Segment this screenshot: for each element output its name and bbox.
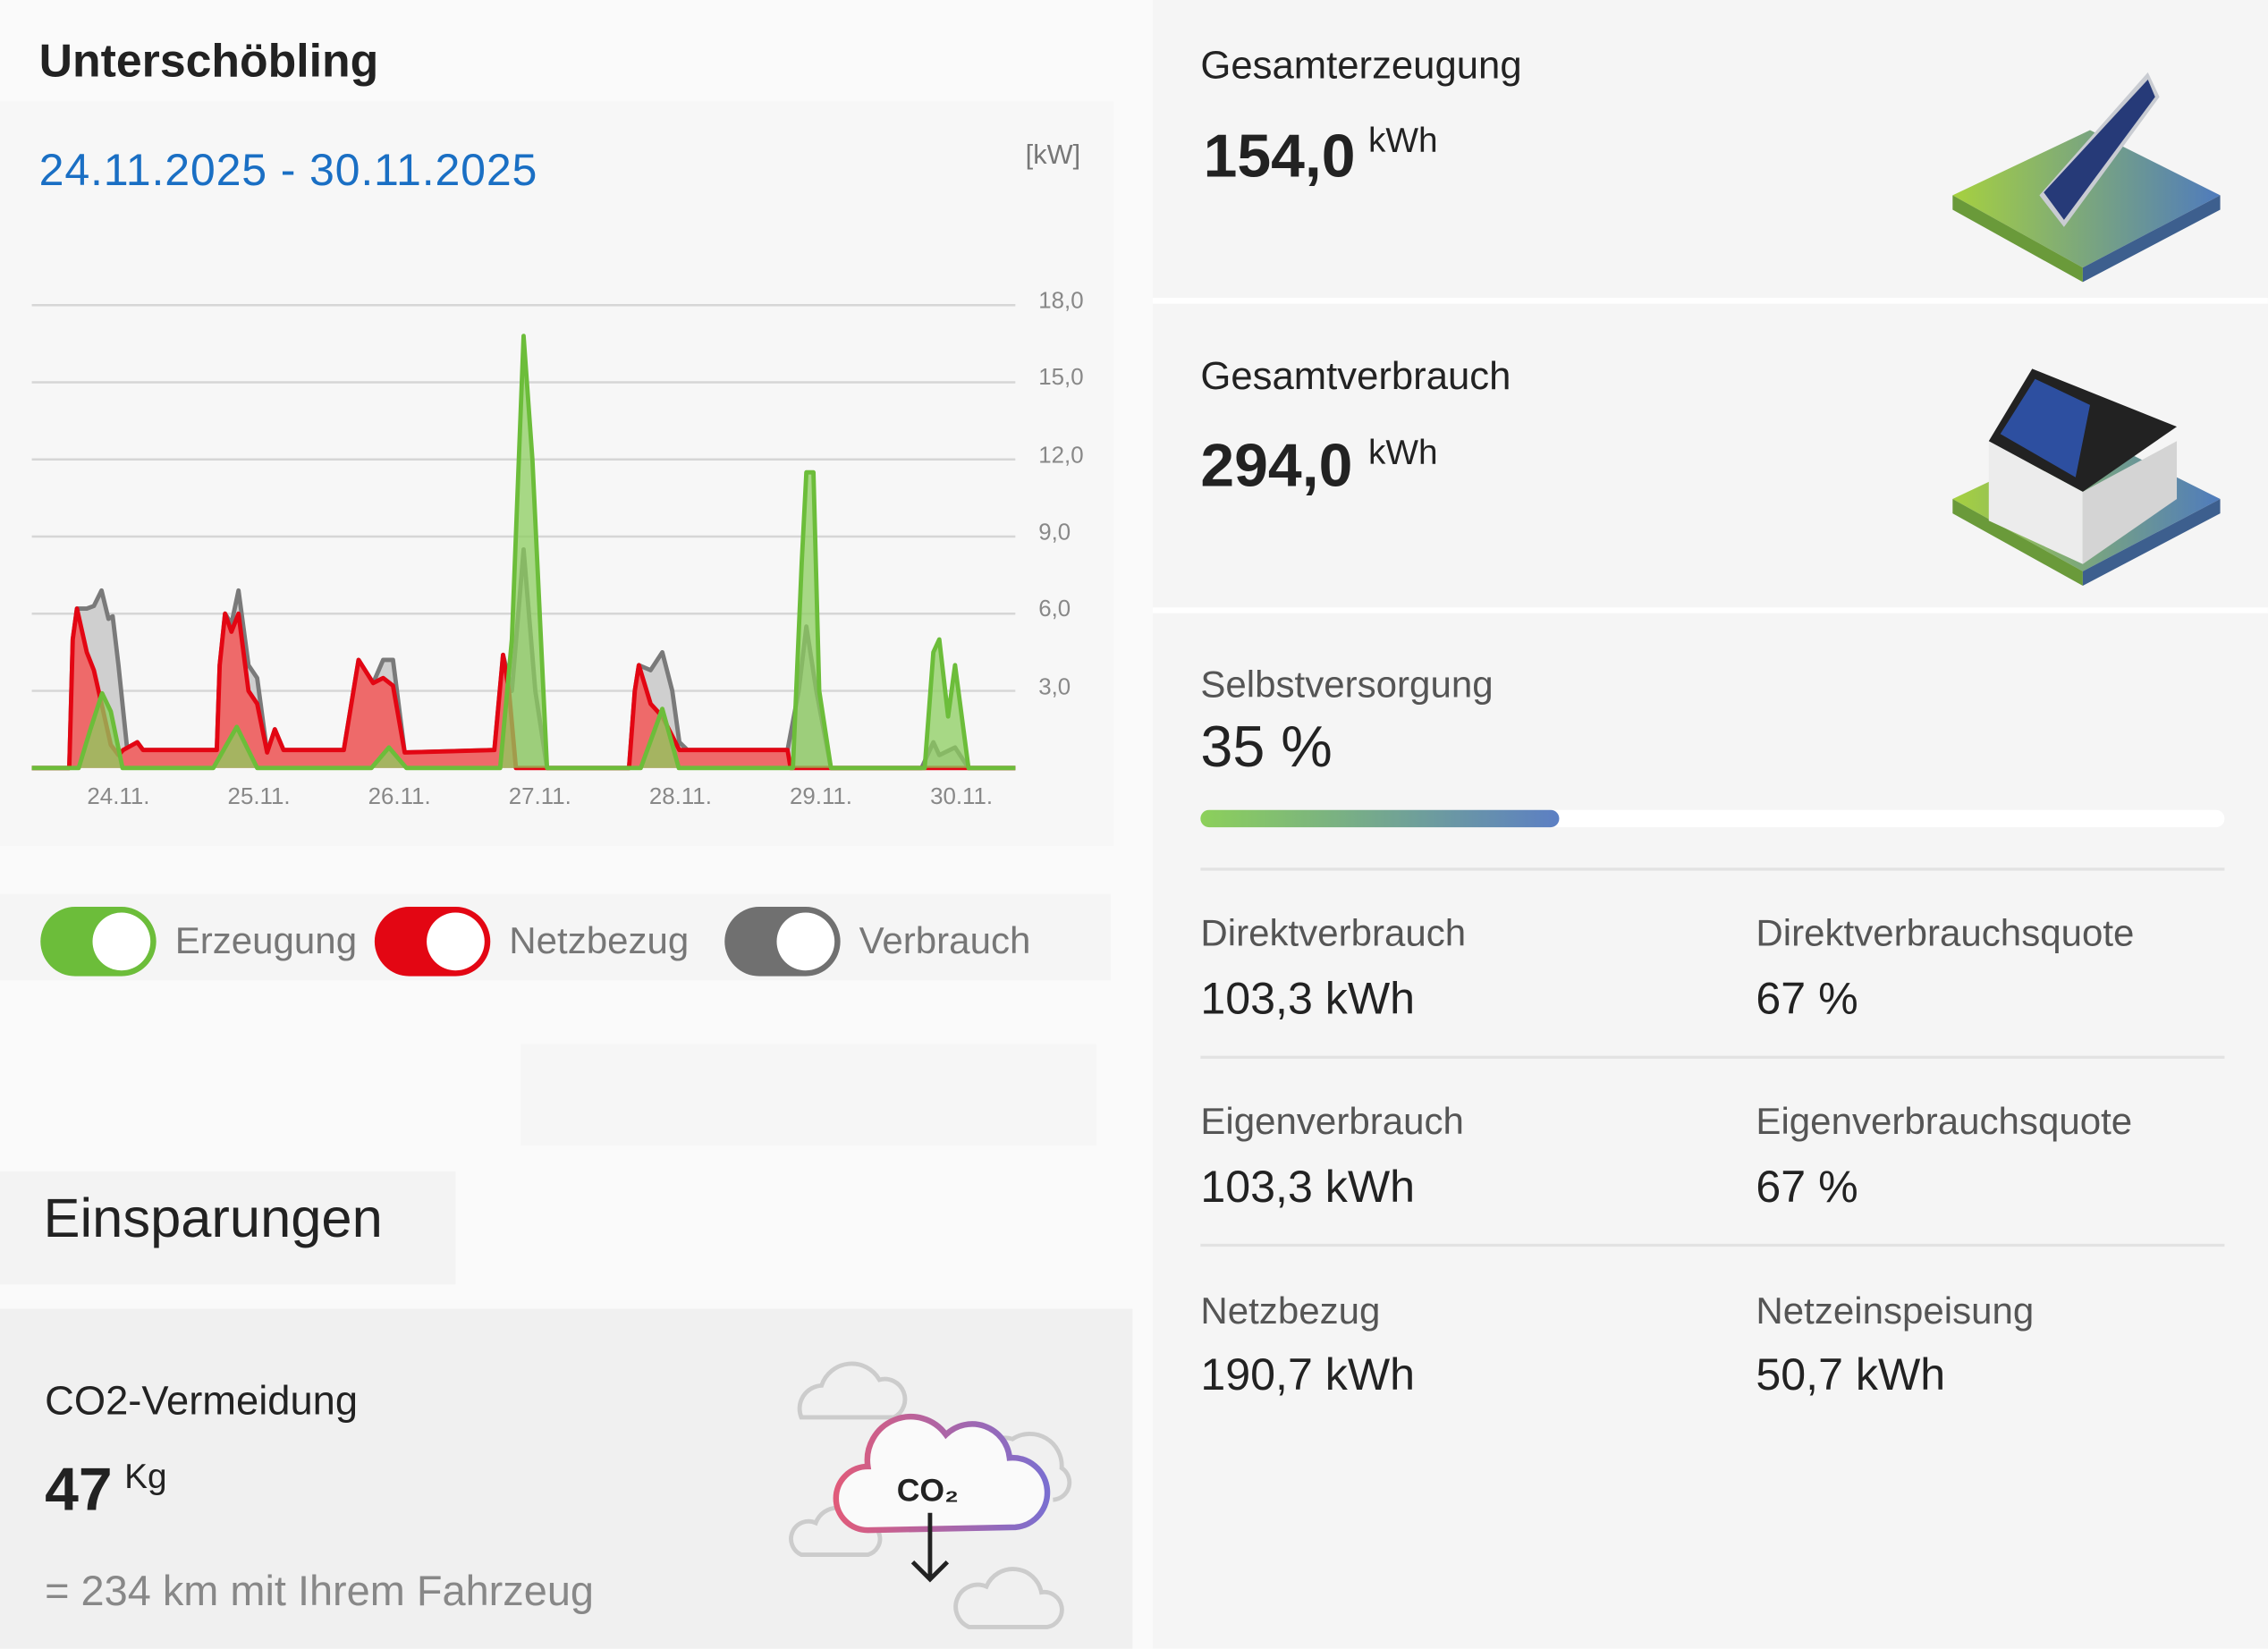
co2-icon-text: CO₂ — [897, 1473, 959, 1509]
x-tick-label: 26.11. — [368, 785, 431, 810]
divider — [1200, 867, 2225, 871]
co2-cloud-icon: CO₂ — [789, 1361, 1072, 1629]
series-area-netzbezug — [31, 608, 1016, 768]
toggle-verbrauch[interactable] — [724, 907, 841, 977]
co2-equivalent: = 234 km mit Ihrem Fahrzeug — [45, 1569, 595, 1616]
stat-value: 190,7 kWh — [1200, 1349, 1416, 1400]
series-line-erzeugung — [31, 334, 1016, 771]
x-tick-label: 24.11. — [87, 785, 150, 810]
self-supply-value: 35 % — [1200, 715, 1333, 780]
y-tick-label: 9,0 — [1038, 520, 1071, 545]
divider — [1200, 1243, 2225, 1247]
stat-value: 103,3 kWh — [1200, 1161, 1416, 1213]
stat-label: Netzbezug — [1200, 1289, 1381, 1332]
generation-label: Gesamterzeugung — [1200, 43, 1522, 88]
divider — [1152, 298, 2268, 304]
y-tick-label: 18,0 — [1038, 289, 1084, 314]
co2-unit: Kg — [124, 1458, 167, 1497]
generation-value: 154,0 — [1203, 121, 1356, 190]
consumption-unit: kWh — [1367, 434, 1438, 473]
toggle-erzeugung[interactable] — [40, 907, 157, 977]
series-area-erzeugung — [31, 335, 1016, 768]
self-supply-label: Selbstversorgung — [1200, 662, 1494, 706]
stat-value: 50,7 kWh — [1756, 1349, 1946, 1400]
generation-unit: kWh — [1367, 121, 1438, 161]
stat-value: 103,3 kWh — [1200, 973, 1416, 1025]
y-tick-label: 6,0 — [1038, 597, 1071, 622]
savings-heading-box: Einsparungen — [0, 1171, 456, 1285]
divider — [1200, 1055, 2225, 1059]
toggle-label-netzbezug: Netzbezug — [509, 918, 690, 962]
stat-value: 67 % — [1756, 973, 1858, 1025]
stat-value: 67 % — [1756, 1161, 1858, 1213]
stat-label: Direktverbrauch — [1200, 910, 1467, 955]
site-title: Unterschöbling — [38, 34, 379, 88]
y-tick-label: 3,0 — [1038, 674, 1071, 700]
savings-heading: Einsparungen — [43, 1188, 383, 1250]
co2-value: 47 — [45, 1455, 113, 1524]
x-tick-label: 30.11. — [930, 785, 994, 810]
chart-unit-label: [kW] — [1025, 140, 1081, 171]
solar-panel-illustration — [1952, 72, 2221, 283]
self-supply-progress — [1200, 809, 2225, 828]
toggle-netzbezug[interactable] — [374, 907, 491, 977]
legend-toggles — [0, 893, 1112, 981]
stat-label: Netzeinspeisung — [1756, 1289, 2035, 1332]
x-tick-label: 27.11. — [508, 785, 571, 810]
y-tick-label: 12,0 — [1038, 443, 1084, 469]
self-supply-progress-fill — [1200, 809, 1560, 828]
co2-label: CO2-Vermeidung — [45, 1378, 359, 1424]
x-tick-label: 25.11. — [227, 785, 291, 810]
empty-panel — [520, 1044, 1096, 1146]
house-illustration — [1952, 368, 2221, 587]
x-tick-label: 29.11. — [789, 785, 852, 810]
consumption-value: 294,0 — [1200, 430, 1353, 499]
x-tick-label: 28.11. — [648, 785, 712, 810]
stat-label: Eigenverbrauch — [1200, 1099, 1464, 1143]
consumption-label: Gesamtverbrauch — [1200, 354, 1511, 398]
divider — [1152, 607, 2268, 613]
toggle-label-erzeugung: Erzeugung — [174, 918, 358, 962]
stat-label: Eigenverbrauchsquote — [1756, 1099, 2133, 1143]
toggle-label-verbrauch: Verbrauch — [859, 918, 1031, 962]
stat-label: Direktverbrauchsquote — [1756, 910, 2135, 955]
date-range[interactable]: 24.11.2025 - 30.11.2025 — [38, 144, 538, 196]
energy-chart — [31, 304, 1016, 771]
y-tick-label: 15,0 — [1038, 366, 1084, 392]
